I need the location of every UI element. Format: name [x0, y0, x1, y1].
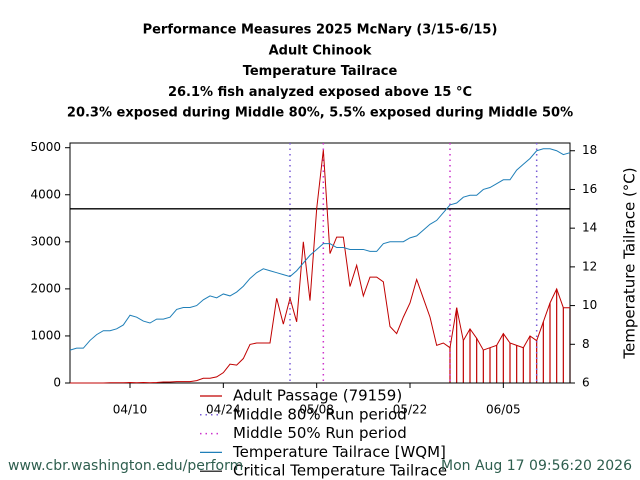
y-tick-label: 0 — [53, 376, 61, 390]
chart-title: Adult Chinook — [269, 43, 372, 58]
series-line — [69, 148, 571, 351]
chart-title: Temperature Tailrace — [243, 64, 398, 79]
x-tick-label: 06/05 — [486, 403, 521, 417]
plot-frame — [69, 142, 571, 384]
x-tick-label: 04/24 — [206, 403, 241, 417]
y2-tick-label: 18 — [582, 143, 597, 157]
legend-label: Temperature Tailrace [WQM] — [232, 443, 446, 461]
x-tick-label: 05/22 — [393, 403, 428, 417]
footer-date: Mon Aug 17 09:56:20 2026 — [441, 458, 632, 474]
x-tick-label: 05/08 — [299, 403, 334, 417]
legend-label: Critical Temperature Tailrace — [233, 462, 447, 480]
y-tick-label: 5000 — [30, 140, 61, 154]
chart-title: 20.3% exposed during Middle 80%, 5.5% ex… — [67, 106, 573, 121]
y2-tick-label: 8 — [582, 337, 590, 351]
y2-tick-label: 16 — [582, 182, 597, 196]
y-tick-label: 4000 — [30, 187, 61, 201]
y-tick-label: 3000 — [30, 234, 61, 248]
y2-tick-label: 10 — [582, 298, 597, 312]
y-tick-label: 1000 — [30, 328, 61, 342]
y-tick-label: 2000 — [30, 281, 61, 295]
y2-tick-label: 6 — [582, 376, 590, 390]
chart-title: Performance Measures 2025 McNary (3/15-6… — [143, 23, 498, 38]
legend-label: Middle 80% Run period — [233, 405, 407, 423]
series-line — [70, 150, 570, 384]
chart-title: 26.1% fish analyzed exposed above 15 °C — [168, 85, 472, 100]
footer-url: www.cbr.washington.edu/perform — [8, 458, 243, 474]
legend-label: Middle 50% Run period — [233, 424, 407, 442]
y2-tick-label: 14 — [582, 221, 597, 235]
x-tick-label: 04/10 — [113, 403, 148, 417]
legend-label: Adult Passage (79159) — [233, 387, 402, 405]
y2-axis-title: Temperature Tailrace (°C) — [621, 167, 639, 359]
y2-tick-label: 12 — [582, 259, 597, 273]
